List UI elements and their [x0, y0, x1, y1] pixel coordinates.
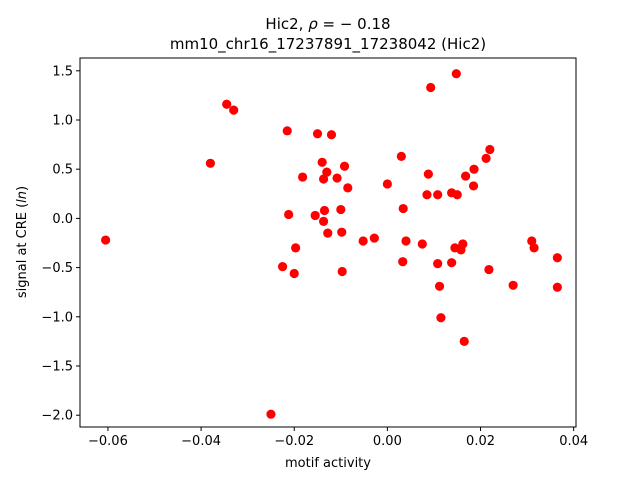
data-point-15 — [318, 174, 329, 184]
chart-title-line1: Hic2, ρ = − 0.18 — [265, 15, 390, 33]
data-point-3 — [229, 105, 239, 115]
data-point-45 — [452, 190, 462, 200]
y-axis-ticks: −2.0 −1.5 −1.0 −0.5 0.0 0.5 1.0 1.5 — [41, 64, 80, 424]
x-tick-label: −0.06 — [88, 434, 128, 449]
data-point-29 — [396, 151, 406, 161]
data-point-49 — [461, 171, 471, 181]
data-point-57 — [529, 243, 539, 253]
data-point-16 — [319, 205, 330, 216]
data-point-35 — [423, 169, 433, 179]
data-point-6 — [282, 126, 292, 136]
data-point-55 — [508, 280, 518, 290]
data-point-50 — [468, 181, 479, 191]
data-point-34 — [422, 190, 432, 200]
data-point-36 — [426, 82, 436, 93]
data-point-12 — [312, 129, 323, 139]
data-point-14 — [318, 216, 329, 226]
data-point-33 — [417, 239, 427, 249]
y-tick-label: 0.5 — [52, 163, 73, 178]
data-point-47 — [458, 239, 468, 249]
data-point-48 — [459, 336, 469, 346]
data-point-25 — [343, 183, 353, 193]
y-tick-label: −0.5 — [41, 261, 73, 276]
data-point-44 — [451, 69, 461, 79]
data-point-54 — [485, 144, 495, 155]
data-point-22 — [337, 227, 347, 237]
data-point-40 — [436, 313, 446, 323]
data-point-0 — [101, 235, 111, 245]
data-point-5 — [277, 262, 288, 272]
data-point-53 — [484, 264, 494, 275]
y-tick-label: −2.0 — [41, 409, 73, 424]
data-point-2 — [222, 99, 232, 109]
data-point-24 — [339, 161, 350, 171]
data-point-52 — [481, 153, 491, 163]
data-point-38 — [433, 259, 443, 269]
data-point-19 — [326, 130, 337, 140]
data-point-51 — [469, 164, 479, 174]
data-point-37 — [433, 190, 443, 200]
data-point-20 — [332, 173, 342, 183]
data-point-32 — [401, 236, 411, 246]
data-point-28 — [382, 179, 392, 189]
data-point-18 — [323, 228, 333, 238]
data-point-27 — [369, 233, 379, 243]
data-point-59 — [552, 282, 562, 292]
chart-title-line2: mm10_chr16_17237891_17238042 (Hic2) — [170, 35, 486, 54]
points-layer — [101, 69, 562, 419]
y-tick-label: 0.0 — [52, 212, 73, 227]
x-tick-label: 0.02 — [466, 434, 495, 449]
data-point-17 — [322, 167, 332, 177]
data-point-21 — [336, 204, 346, 215]
data-point-8 — [289, 268, 299, 279]
data-point-13 — [317, 157, 327, 167]
data-point-41 — [447, 258, 457, 268]
x-tick-label: 0.04 — [559, 434, 588, 449]
data-point-1 — [205, 158, 215, 168]
data-point-30 — [398, 257, 408, 267]
data-point-26 — [358, 236, 368, 246]
x-tick-label: 0.00 — [373, 434, 402, 449]
data-point-9 — [291, 243, 301, 253]
y-tick-label: −1.5 — [41, 359, 73, 374]
x-tick-label: −0.02 — [274, 434, 314, 449]
data-point-58 — [552, 253, 562, 263]
x-axis-ticks: −0.06 −0.04 −0.02 0.00 0.02 0.04 — [88, 427, 588, 449]
y-tick-label: 1.5 — [52, 64, 73, 79]
data-point-4 — [266, 409, 276, 419]
data-point-23 — [337, 266, 347, 277]
x-axis-label: motif activity — [285, 456, 371, 471]
x-tick-label: −0.04 — [181, 434, 221, 449]
data-point-7 — [284, 209, 294, 220]
data-point-10 — [298, 172, 308, 182]
y-tick-label: −1.0 — [41, 310, 73, 325]
data-point-39 — [434, 281, 445, 291]
data-point-31 — [398, 203, 408, 214]
data-point-11 — [310, 210, 320, 221]
y-tick-label: 1.0 — [52, 113, 73, 128]
plot-area-frame — [79, 57, 577, 428]
y-axis-label: signal at CRE (ln) — [15, 186, 30, 298]
